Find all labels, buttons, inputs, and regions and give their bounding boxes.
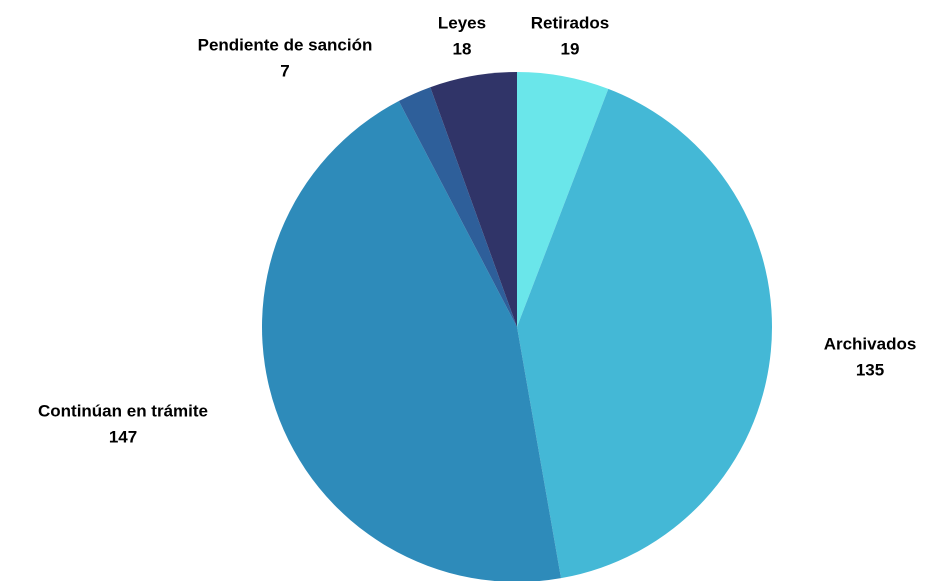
pie-slice [398, 87, 517, 327]
slice-label: Leyes [438, 13, 486, 32]
slice-label: Pendiente de sanción [198, 35, 373, 54]
slice-value: 18 [453, 39, 472, 58]
slice-value: 7 [280, 61, 289, 80]
pie-slice [517, 72, 609, 327]
slice-value: 19 [561, 39, 580, 58]
slice-label: Archivados [824, 334, 917, 353]
slice-value: 147 [109, 427, 137, 446]
pie-slice [430, 72, 517, 327]
slice-label: Continúan en trámite [38, 401, 208, 420]
pie-slice [517, 88, 772, 579]
slice-value: 135 [856, 360, 884, 379]
slice-label: Retirados [531, 13, 609, 32]
pie-slice [262, 101, 562, 581]
